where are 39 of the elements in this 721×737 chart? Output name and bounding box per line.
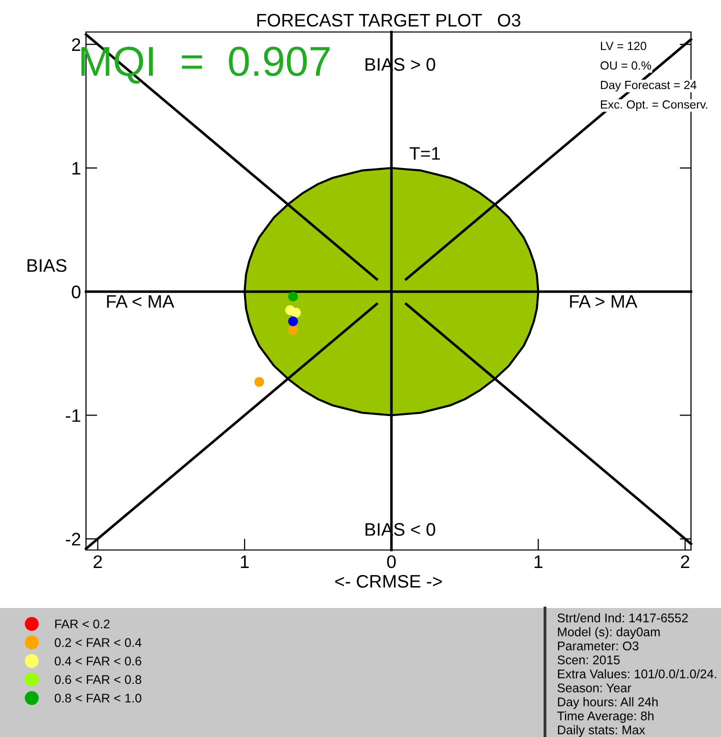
x-axis-title: <- CRMSE ->: [335, 574, 442, 588]
legend-label: 0.8 < FAR < 1.0: [54, 694, 142, 703]
text: Time Average: 8h: [557, 711, 654, 723]
x-tick-label: 1: [534, 556, 542, 568]
y-tick-label: 0: [72, 286, 80, 298]
text: Day hours: All 24h: [558, 697, 658, 709]
annotation: LV = 120: [600, 42, 646, 50]
x-tick-label: 0: [387, 555, 396, 568]
legend-label: 0.2 < FAR < 0.4: [54, 638, 142, 647]
x-tick-label: 2: [94, 555, 102, 568]
point: [288, 316, 298, 326]
annotation: FA < MA: [107, 295, 174, 308]
y-tick-label: -2: [66, 532, 80, 546]
annotation: Day Forecast = 24: [600, 80, 696, 92]
point: [291, 308, 301, 318]
legend-label: FAR < 0.2: [55, 620, 110, 628]
text: Daily stats: Max: [558, 725, 646, 737]
point: [254, 376, 264, 387]
text: Strt/end Ind: 1417-6552: [558, 613, 688, 622]
y-axis-title: BIAS: [28, 259, 66, 272]
legend-label: 0.4 < FAR < 0.6: [54, 656, 142, 666]
text: Extra Values: 101/0.0/1.0/24.: [558, 669, 716, 678]
chart-title: FORECAST TARGET PLOT O3: [257, 14, 520, 27]
y-tick-label: 2: [72, 38, 80, 51]
text: Season: Year: [558, 684, 632, 692]
x-tick-label: 2: [681, 555, 690, 568]
y-tick-label: 1: [72, 162, 80, 175]
legend-label: 0.6 < FAR < 0.8: [54, 675, 142, 684]
text: Parameter: O3: [558, 642, 638, 650]
point: [288, 325, 298, 335]
annotation: FA > MA: [570, 295, 638, 308]
annotation: T=1: [410, 147, 440, 160]
y-tick-label: -1: [66, 409, 80, 422]
text: Scen: 2015: [558, 656, 620, 664]
annotation: Exc. Opt. = Conserv.: [600, 100, 708, 111]
point: [288, 292, 298, 302]
annotation: OU = 0.%: [600, 61, 652, 70]
text: Model (s): day0am: [558, 627, 660, 639]
x-tick-label: 1: [240, 556, 249, 568]
